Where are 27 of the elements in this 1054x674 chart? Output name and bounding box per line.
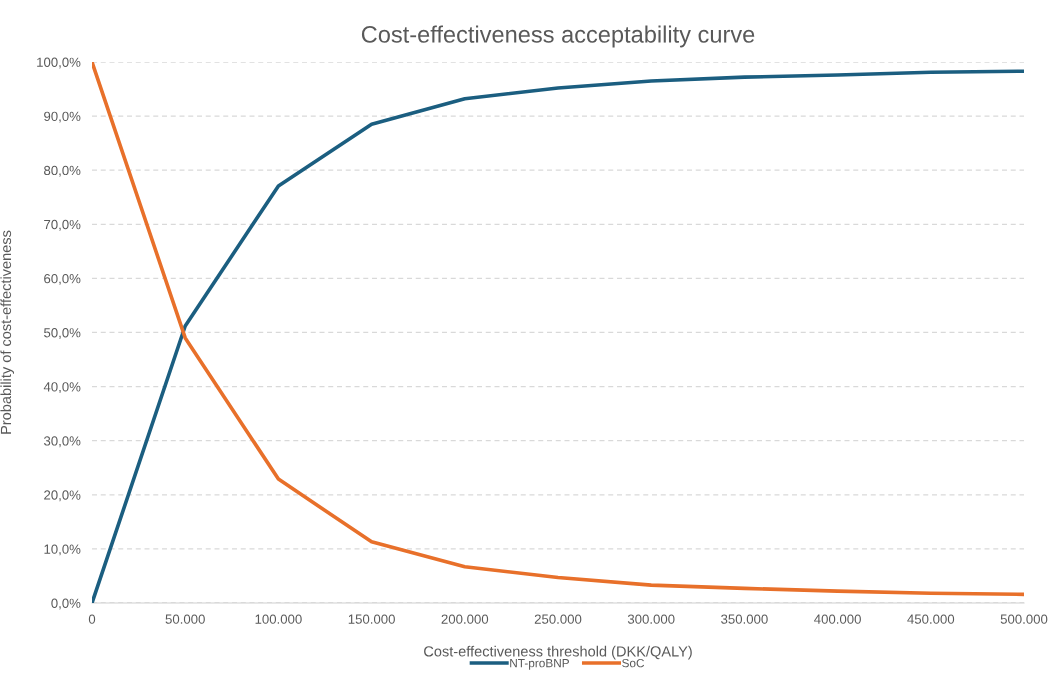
x-tick-label: 200.000	[441, 614, 489, 624]
y-tick-label: 10,0%	[44, 544, 81, 556]
legend-label: NT-proBNP	[510, 659, 569, 670]
x-tick-label: 300.000	[627, 614, 675, 624]
x-tick-label: 100.000	[255, 614, 302, 624]
y-axis-title: Probability of cost-effectiveness	[0, 230, 14, 434]
legend-label: SoC	[622, 658, 645, 668]
x-tick-label: 0	[88, 614, 96, 624]
y-tick-label: 80,0%	[44, 165, 81, 177]
x-tick-label: 150.000	[348, 614, 395, 624]
y-tick-label: 70,0%	[44, 219, 81, 231]
chart-title: Cost-effectiveness acceptability curve	[361, 25, 755, 48]
x-tick-label: 350.000	[721, 614, 768, 624]
y-tick-label: 20,0%	[44, 490, 81, 502]
x-tick-label: 400.000	[814, 614, 861, 624]
y-tick-label: 60,0%	[44, 273, 81, 285]
x-tick-label: 250.000	[534, 614, 582, 624]
y-tick-label: 0,0%	[51, 598, 81, 610]
x-axis-title: Cost-effectiveness threshold (DKK/QALY)	[424, 645, 692, 660]
x-tick-label: 500.000	[1000, 614, 1048, 624]
y-tick-label: 30,0%	[43, 436, 81, 448]
y-tick-label: 40,0%	[43, 382, 81, 394]
x-tick-label: 50.000	[165, 614, 205, 624]
y-tick-label: 50,0%	[44, 328, 81, 339]
y-tick-label: 90,0%	[44, 111, 81, 123]
y-tick-label: 100,0%	[37, 57, 81, 69]
x-tick-label: 450.000	[907, 614, 955, 624]
